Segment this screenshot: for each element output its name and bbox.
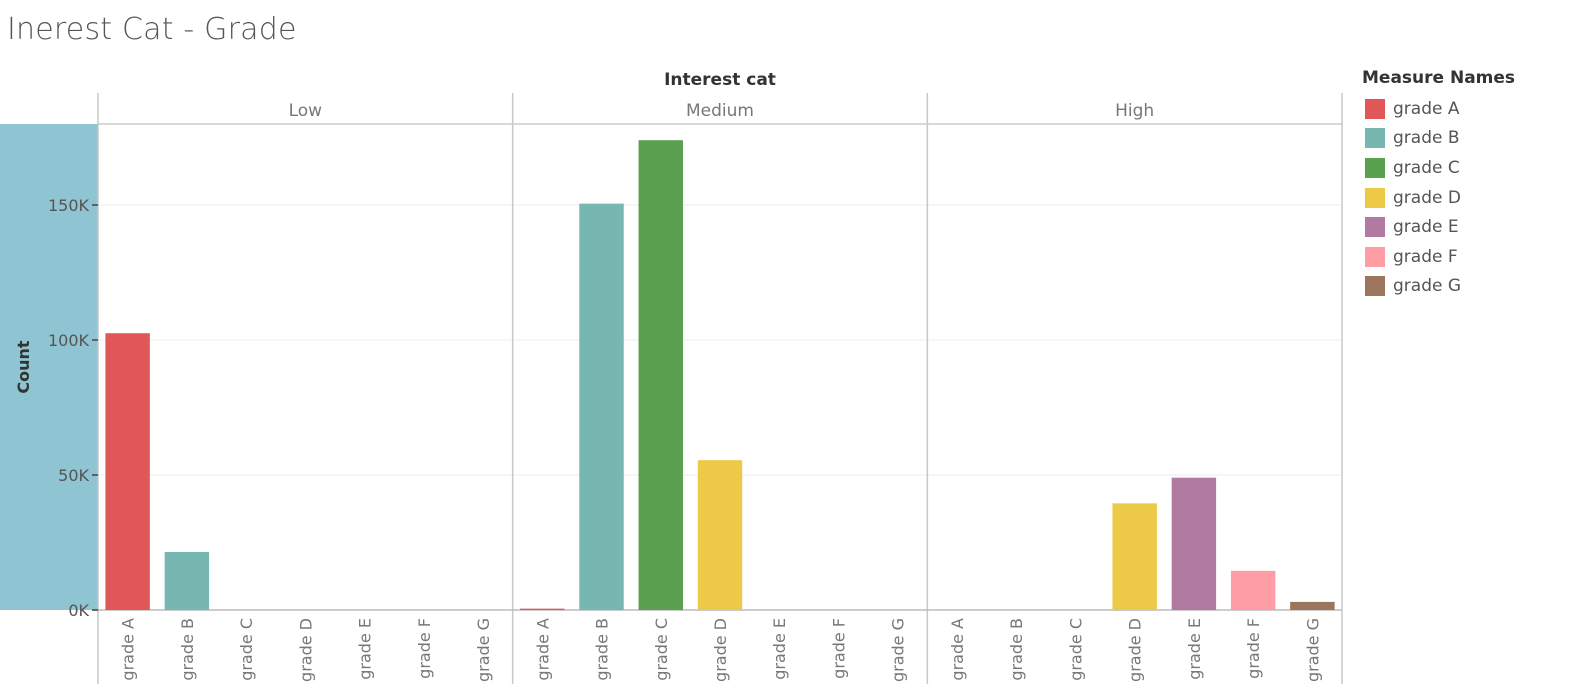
legend-item[interactable]: grade F — [1362, 242, 1515, 272]
column-header: Interest cat — [664, 70, 776, 90]
x-tick-label: grade B — [593, 618, 612, 681]
legend-item[interactable]: grade C — [1362, 153, 1515, 183]
bar-high-grade-d — [1112, 503, 1157, 610]
legend-label: grade E — [1393, 217, 1459, 238]
legend-swatch — [1365, 246, 1385, 267]
x-tick-label: grade B — [178, 618, 197, 681]
x-tick-label: grade B — [1007, 618, 1026, 681]
y-axis-band — [0, 124, 98, 610]
y-axis-title: Count — [14, 340, 33, 394]
legend-title: Measure Names — [1362, 68, 1516, 88]
bar-medium-grade-d — [697, 460, 743, 610]
legend-label: grade F — [1393, 246, 1458, 267]
y-tick-label: 50K — [58, 466, 89, 485]
legend-label: grade A — [1393, 98, 1460, 119]
x-tick-label: grade D — [1126, 618, 1145, 682]
x-tick-label: grade D — [711, 618, 730, 682]
x-tick-label: grade F — [415, 618, 434, 679]
bar-high-grade-f — [1230, 570, 1276, 610]
legend-item[interactable]: grade E — [1362, 212, 1515, 242]
legend-label: grade C — [1393, 157, 1460, 178]
bar-low-grade-a — [105, 333, 150, 610]
y-tick-label: 0K — [68, 601, 89, 620]
legend-items: grade A grade B grade C grade D grade E grade… — [1362, 94, 1515, 301]
legend-swatch — [1365, 128, 1385, 149]
x-tick-label: grade C — [652, 618, 671, 681]
legend-swatch — [1365, 98, 1385, 119]
x-tick-label: grade F — [829, 618, 848, 679]
legend-item[interactable]: grade B — [1362, 124, 1515, 154]
bar-low-grade-b — [164, 551, 210, 610]
bar-medium-grade-a — [520, 608, 565, 610]
legend-swatch — [1365, 276, 1385, 297]
legend-item[interactable]: grade A — [1362, 94, 1515, 124]
chart-title: Inerest Cat - Grade — [7, 12, 297, 47]
x-tick-label: grade D — [296, 618, 315, 682]
x-tick-label: grade A — [533, 618, 552, 681]
legend-label: grade G — [1393, 276, 1462, 297]
bar-high-grade-g — [1290, 601, 1335, 610]
legend-swatch — [1365, 157, 1385, 178]
x-tick-label: grade C — [237, 618, 256, 681]
bar-high-grade-e — [1171, 477, 1217, 610]
legend-swatch — [1365, 187, 1385, 208]
x-tick-label: grade F — [1244, 618, 1263, 679]
x-tick-label: grade A — [119, 618, 138, 681]
x-tick-label: grade C — [1066, 618, 1085, 681]
legend-label: grade B — [1393, 128, 1460, 149]
panel-label-high: High — [1115, 101, 1154, 121]
y-tick-label: 100K — [48, 331, 90, 350]
x-tick-label: grade A — [948, 618, 967, 681]
panel-label-medium: Medium — [686, 101, 754, 121]
x-tick-label: grade G — [474, 618, 493, 682]
legend-item[interactable]: grade D — [1362, 183, 1515, 213]
x-tick-label: grade E — [770, 618, 789, 680]
y-tick-label: 150K — [48, 196, 90, 215]
legend-swatch — [1365, 217, 1385, 238]
x-tick-label: grade G — [1303, 618, 1322, 682]
x-tick-label: grade G — [889, 618, 908, 682]
x-tick-label: grade E — [356, 618, 375, 680]
legend-item[interactable]: grade G — [1362, 272, 1515, 302]
legend-label: grade D — [1393, 187, 1461, 208]
bar-medium-grade-c — [638, 140, 683, 610]
bar-medium-grade-b — [579, 203, 624, 610]
x-tick-label: grade E — [1185, 618, 1204, 680]
panel-label-low: Low — [289, 101, 323, 121]
